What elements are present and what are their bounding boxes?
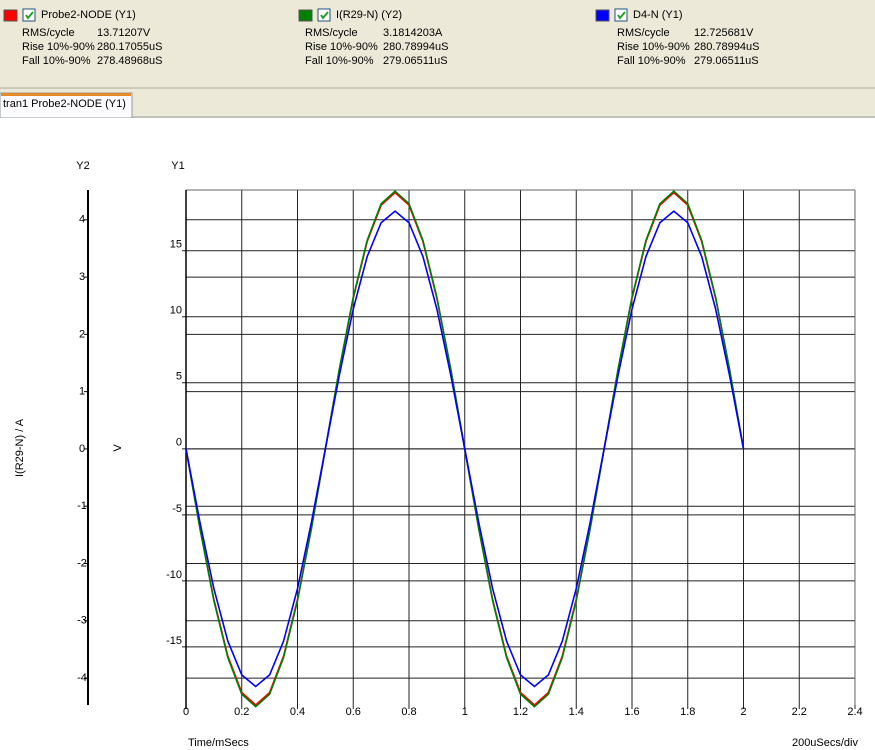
stat-label: Fall 10%-90% bbox=[305, 55, 374, 67]
stat-label: Rise 10%-90% bbox=[617, 41, 690, 53]
x-tick-label: 2 bbox=[740, 706, 746, 718]
stat-value: 279.06511uS bbox=[694, 55, 759, 67]
x-tick-label: 1.2 bbox=[513, 706, 528, 718]
stat-label: Rise 10%-90% bbox=[22, 41, 95, 53]
toolbar-panel bbox=[0, 0, 875, 118]
y2-tick-label: -1 bbox=[77, 500, 87, 512]
y2-header: Y2 bbox=[76, 160, 89, 172]
y1-tick-label: 15 bbox=[170, 239, 182, 251]
stat-value: 3.1814203A bbox=[383, 27, 443, 39]
y2-tick-label: 4 bbox=[79, 214, 85, 226]
stat-value: 278.48968uS bbox=[97, 55, 162, 67]
tab-label[interactable]: tran1 Probe2-NODE (Y1) bbox=[3, 98, 126, 110]
stat-label: RMS/cycle bbox=[305, 27, 358, 39]
stat-value: 279.06511uS bbox=[383, 55, 448, 67]
x-tick-label: 1.6 bbox=[624, 706, 639, 718]
x-tick-label: 0.8 bbox=[401, 706, 416, 718]
x-scale-label: 200uSecs/div bbox=[792, 737, 859, 749]
y1-tick-label: -5 bbox=[172, 503, 182, 515]
x-tick-label: 0.4 bbox=[290, 706, 305, 718]
y2-tick-label: -2 bbox=[77, 557, 87, 569]
tab-highlight bbox=[1, 93, 131, 96]
x-tick-label: 1 bbox=[462, 706, 468, 718]
y1-header: Y1 bbox=[171, 160, 184, 172]
y2-tick-label: 2 bbox=[79, 328, 85, 340]
stat-label: RMS/cycle bbox=[617, 27, 670, 39]
x-axis-title: Time/mSecs bbox=[188, 737, 249, 749]
x-tick-label: 0.6 bbox=[346, 706, 361, 718]
y2-tick-label: -4 bbox=[77, 672, 87, 684]
stat-label: Rise 10%-90% bbox=[305, 41, 378, 53]
y1-tick-label: 0 bbox=[176, 437, 182, 449]
stat-label: RMS/cycle bbox=[22, 27, 75, 39]
legend-color-swatch bbox=[595, 9, 610, 22]
stat-label: Fall 10%-90% bbox=[22, 55, 91, 67]
series-line bbox=[185, 210, 745, 688]
y1-tick-label: 10 bbox=[170, 305, 182, 317]
legend-color-swatch bbox=[3, 9, 18, 22]
stat-label: Fall 10%-90% bbox=[617, 55, 686, 67]
stat-value: 280.78994uS bbox=[694, 41, 759, 53]
y1-tick-label: 5 bbox=[176, 371, 182, 383]
legend-name: D4-N (Y1) bbox=[633, 9, 683, 21]
y2-tick-label: 0 bbox=[79, 443, 85, 455]
y2-axis-title: I(R29-N) / A bbox=[14, 418, 26, 477]
x-tick-label: 2.4 bbox=[847, 706, 862, 718]
y2-tick-label: 1 bbox=[79, 386, 85, 398]
x-tick-label: 0.2 bbox=[234, 706, 249, 718]
checkmark bbox=[25, 11, 34, 20]
stat-value: 12.725681V bbox=[694, 27, 754, 39]
legend-checkbox[interactable] bbox=[317, 8, 331, 22]
checkmark bbox=[617, 11, 626, 20]
y1-tick-label: -10 bbox=[166, 569, 182, 581]
stat-value: 13.71207V bbox=[97, 27, 151, 39]
x-tick-label: 1.8 bbox=[680, 706, 695, 718]
legend-name: I(R29-N) (Y2) bbox=[336, 9, 402, 21]
y2-tick-label: 3 bbox=[79, 271, 85, 283]
checkmark bbox=[320, 11, 329, 20]
x-tick-label: 2.2 bbox=[792, 706, 807, 718]
x-tick-label: 1.4 bbox=[569, 706, 584, 718]
y2-tick-label: -3 bbox=[77, 615, 87, 627]
stat-value: 280.78994uS bbox=[383, 41, 448, 53]
plot-background bbox=[0, 118, 875, 750]
legend-color-swatch bbox=[298, 9, 313, 22]
y1-axis-title: V bbox=[112, 444, 124, 452]
legend-checkbox[interactable] bbox=[22, 8, 36, 22]
legend-checkbox[interactable] bbox=[614, 8, 628, 22]
stat-value: 280.17055uS bbox=[97, 41, 162, 53]
y1-tick-label: -15 bbox=[166, 635, 182, 647]
legend-name: Probe2-NODE (Y1) bbox=[41, 9, 136, 21]
x-tick-label: 0 bbox=[183, 706, 189, 718]
